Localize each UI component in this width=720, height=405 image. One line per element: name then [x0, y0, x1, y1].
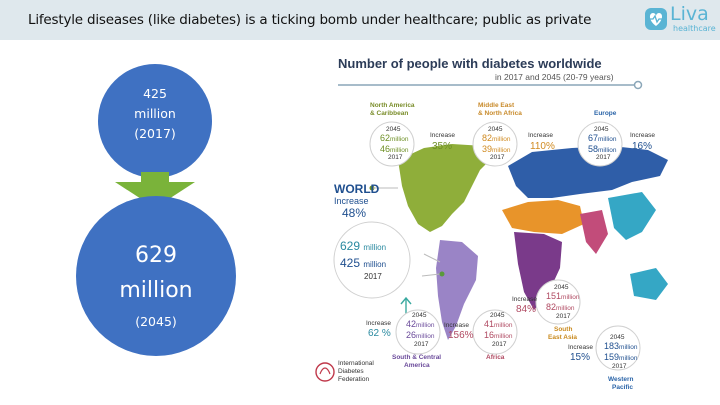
- heart-shield-icon: [645, 8, 667, 30]
- world-increase-label: Increase: [334, 196, 369, 206]
- north-america-2045-year: 2045: [386, 126, 401, 133]
- europe-2045-year: 2045: [594, 126, 609, 133]
- logo-wordmark: Liva: [670, 3, 709, 25]
- mena-name-1: Middle East: [478, 102, 515, 109]
- diabetes-world-infographic: Number of people with diabetes worldwide…: [312, 48, 707, 398]
- infographic-title: Number of people with diabetes worldwide: [338, 56, 602, 71]
- north-america-increase-label: Increase: [430, 132, 455, 139]
- africa-name: Africa: [486, 354, 505, 361]
- south-america-name-1: South & Central: [392, 354, 442, 361]
- wp-2017-year: 2017: [612, 363, 627, 370]
- africa-2045-year: 2045: [490, 312, 505, 319]
- africa-2017-year: 2017: [492, 341, 507, 348]
- unit-2017: million: [134, 106, 176, 121]
- title-bar: Lifestyle diseases (like diabetes) is a …: [0, 0, 720, 40]
- sea-name-2: East Asia: [548, 334, 578, 341]
- count-2017: 425: [143, 86, 167, 101]
- diabetes-2017-circle: 425 million (2017): [98, 64, 212, 178]
- south-america-region: [436, 240, 478, 340]
- mena-name-2: & North Africa: [478, 110, 522, 117]
- idf-line-1: International: [338, 360, 374, 367]
- idf-line-3: Federation: [338, 376, 370, 383]
- south-america-2017-year: 2017: [414, 341, 429, 348]
- north-america-region: [398, 144, 492, 232]
- north-america-2045-value: 62million: [380, 133, 409, 143]
- unit-2045: million: [119, 278, 193, 303]
- africa-2045-value: 41million: [484, 319, 513, 329]
- logo-subtitle: healthcare: [673, 24, 716, 33]
- sea-2017-year: 2017: [556, 313, 571, 320]
- world-2017-year: 2017: [364, 272, 382, 281]
- mena-region: [502, 200, 584, 234]
- europe-increase-label: Increase: [630, 132, 655, 139]
- north-america-2017-value: 46million: [380, 144, 409, 154]
- africa-region: [514, 232, 562, 310]
- world-label: WORLD: [334, 182, 380, 196]
- africa-2017-value: 16million: [484, 330, 513, 340]
- mena-increase-pct: 110%: [530, 141, 555, 152]
- idf-line-2: Diabetes: [338, 368, 364, 375]
- idf-logo-icon: [315, 362, 335, 382]
- europe-2017-value: 58million: [588, 144, 617, 154]
- slide-title: Lifestyle diseases (like diabetes) is a …: [28, 12, 592, 28]
- africa-increase-pct: 156%: [448, 330, 474, 341]
- wp-increase-label: Increase: [568, 344, 593, 351]
- world-2017-value: 425 million: [340, 256, 387, 270]
- sea-2045-value: 151million: [546, 291, 580, 301]
- sea-increase-label: Increase: [512, 296, 537, 303]
- mena-2017-year: 2017: [490, 154, 505, 161]
- south-america-2017-value: 26million: [406, 330, 435, 340]
- mena-2045-value: 82million: [482, 133, 511, 143]
- south-america-increase-pct: 62 %: [368, 328, 391, 339]
- growth-arrow-shaft: [141, 172, 169, 184]
- sea-name-1: South: [554, 326, 573, 333]
- north-america-2017-year: 2017: [388, 154, 403, 161]
- south-east-asia-region: [580, 210, 608, 254]
- company-logo: Liva healthcare: [643, 3, 718, 37]
- australia-region: [630, 268, 668, 300]
- europe-region: [508, 146, 668, 198]
- south-america-name-2: America: [404, 362, 430, 369]
- south-america-2045-year: 2045: [412, 312, 427, 319]
- region-badges: [333, 121, 641, 371]
- wp-increase-pct: 15%: [570, 352, 591, 363]
- infographic-subtitle: in 2017 and 2045 (20-79 years): [495, 72, 614, 82]
- wp-2017-value: 159million: [604, 352, 638, 362]
- mena-2017-value: 39million: [482, 144, 511, 154]
- western-pacific-region: [608, 192, 656, 240]
- world-increase-pct: 48%: [342, 206, 367, 220]
- europe-2017-year: 2017: [596, 154, 611, 161]
- north-america-name-1: North America: [370, 102, 415, 109]
- europe-increase-pct: 16%: [632, 141, 653, 152]
- year-2045: (2045): [135, 314, 177, 329]
- wp-name-1: Western: [608, 376, 634, 383]
- wp-2045-value: 183million: [604, 341, 638, 351]
- sea-2045-year: 2045: [554, 284, 569, 291]
- diabetes-2045-circle: 629 million (2045): [76, 196, 236, 356]
- title-underline: [338, 80, 643, 90]
- sea-increase-pct: 84%: [516, 304, 537, 315]
- wp-2045-year: 2045: [610, 334, 625, 341]
- year-2017: (2017): [134, 126, 176, 141]
- world-2045-value: 629 million: [340, 239, 387, 253]
- sea-2017-value: 82million: [546, 302, 575, 312]
- wp-name-2: Pacific: [612, 384, 633, 391]
- north-america-name-2: & Caribbean: [370, 110, 409, 117]
- south-america-increase-label: Increase: [366, 320, 391, 327]
- europe-2045-value: 67million: [588, 133, 617, 143]
- mena-increase-label: Increase: [528, 132, 553, 139]
- north-america-increase-pct: 35%: [432, 141, 453, 152]
- count-2045: 629: [135, 243, 177, 268]
- africa-increase-label: Increase: [444, 322, 469, 329]
- south-america-2045-value: 42million: [406, 319, 435, 329]
- mena-2045-year: 2045: [488, 126, 503, 133]
- europe-name: Europe: [594, 110, 617, 117]
